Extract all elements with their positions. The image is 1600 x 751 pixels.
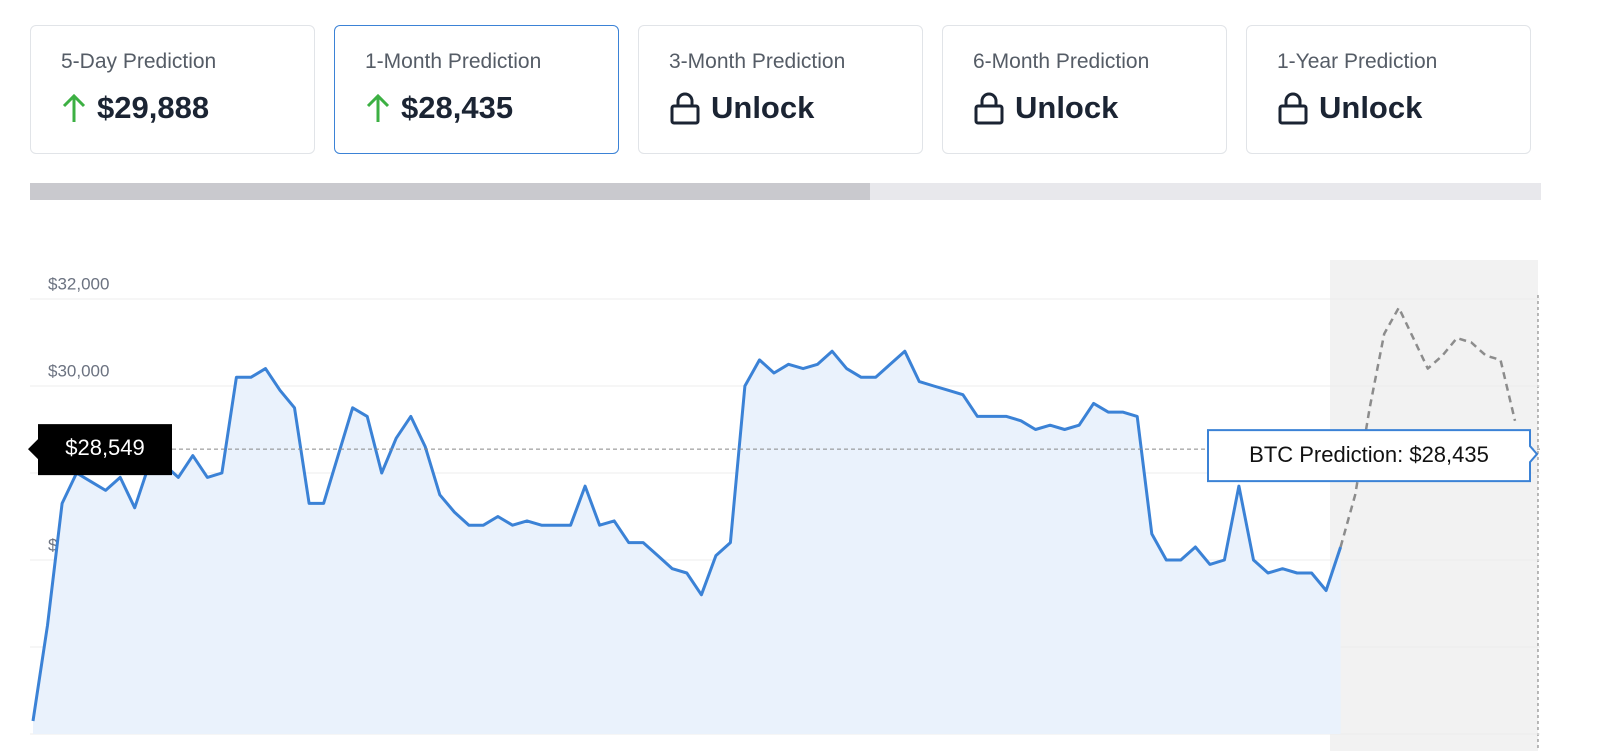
forecast-region (1330, 260, 1538, 751)
y-tick-label: $30,000 (48, 361, 109, 380)
series-area (33, 351, 1341, 734)
prediction-card[interactable]: 3-Month Prediction Unlock (638, 25, 923, 154)
card-value-text: Unlock (1319, 90, 1423, 125)
current-price-label: $28,549 (65, 435, 145, 460)
prediction-card[interactable]: 1-Year Prediction Unlock (1246, 25, 1531, 154)
series-line (1339, 306, 1517, 548)
prediction-label: BTC Prediction: (1249, 442, 1403, 467)
card-value-text: $28,435 (401, 90, 514, 125)
current-price-badge (28, 424, 172, 476)
card-label: 6-Month Prediction (973, 50, 1150, 73)
card-value: $29,888 (61, 90, 209, 126)
card-value-text: Unlock (1015, 90, 1119, 125)
up-arrow (366, 93, 390, 122)
card-value: Unlock (669, 90, 814, 126)
card-label: 1-Year Prediction (1277, 50, 1438, 73)
card-label: 5-Day Prediction (61, 50, 217, 73)
prediction-card[interactable]: 5-Day Prediction $29,888 (30, 25, 315, 154)
prediction-card[interactable]: 6-Month Prediction Unlock (942, 25, 1227, 154)
prediction-tooltip (1207, 429, 1539, 483)
card-value-text: $29,888 (97, 90, 210, 125)
card-value: Unlock (973, 90, 1118, 126)
card-label: 3-Month Prediction (669, 50, 846, 73)
prediction-tooltip-text: BTC Prediction: $28,435 (1249, 442, 1489, 467)
lock-icon (670, 92, 700, 125)
lock-icon (974, 92, 1004, 125)
series-line (31, 349, 1343, 722)
scroll-bar[interactable] (30, 183, 1541, 200)
y-tick-label: $32,000 (48, 274, 109, 293)
up-arrow (62, 93, 86, 122)
lock-icon (1278, 92, 1308, 125)
prediction-value: $28,435 (1409, 442, 1489, 467)
scroll-thumb[interactable] (30, 183, 870, 200)
card-value: Unlock (1277, 90, 1422, 126)
card-label: 1-Month Prediction (365, 50, 542, 73)
card-value: $28,435 (365, 90, 513, 126)
prediction-card[interactable]: 1-Month Prediction $28,435 (334, 25, 619, 154)
card-value-text: Unlock (711, 90, 815, 125)
